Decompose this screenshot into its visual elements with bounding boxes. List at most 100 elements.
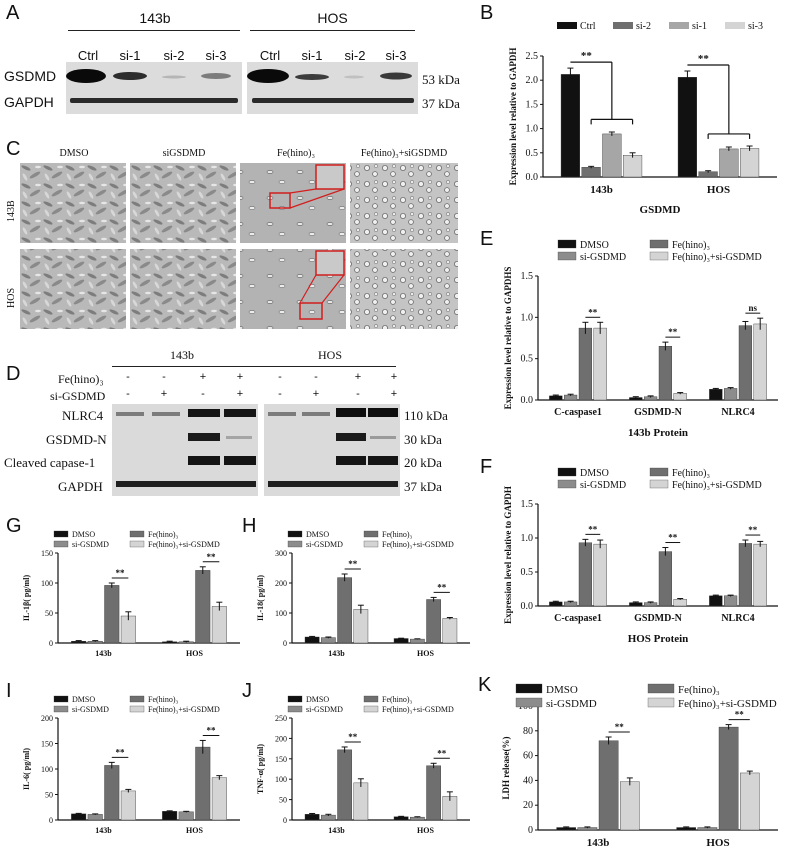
bar xyxy=(410,816,425,821)
bar xyxy=(195,746,211,821)
treatment-sign: - xyxy=(314,371,318,383)
legend: DMSO Fe(hino)₃ si-GSDMD Fe(hino)₃+si-GSDMD xyxy=(287,530,454,549)
treatment-sign: - xyxy=(126,371,130,383)
band xyxy=(116,412,144,416)
band xyxy=(368,408,398,417)
significance-label: ** xyxy=(437,582,447,592)
band xyxy=(188,409,220,417)
legend-label: DMSO xyxy=(72,530,95,539)
x-tick-label: NLRC4 xyxy=(721,613,754,624)
band xyxy=(295,74,329,80)
bar xyxy=(673,393,687,401)
y-tick-label: 0 xyxy=(283,816,287,825)
y-tick-label: 1.5 xyxy=(521,499,534,510)
bar xyxy=(677,77,697,178)
legend-label: si-2 xyxy=(636,21,651,32)
significance-label: ** xyxy=(668,327,678,337)
y-tick-label: 100 xyxy=(41,765,53,774)
blot-d-size-label: 37 kDa xyxy=(404,479,442,494)
bar xyxy=(162,811,178,821)
legend-label: Fe(hino)₃+si-GSDMD xyxy=(382,705,454,714)
blot-a-lane-label: si-3 xyxy=(385,48,407,63)
legend-swatch xyxy=(129,695,145,703)
x-tick-label: HOS xyxy=(186,649,203,658)
blot-a-lane-label: si-3 xyxy=(205,48,227,63)
band xyxy=(336,456,366,465)
legend-swatch xyxy=(649,467,669,477)
chart-j: 0 50 100 150 200 250 TNF-α( pg/ml) 143b ** HOS ** D… xyxy=(256,695,470,835)
x-tick-label: HOS xyxy=(706,837,729,849)
blot-a-group1-line xyxy=(68,30,240,31)
y-axis-label: TNF-α( pg/ml) xyxy=(256,744,265,794)
blot-a-row-label: GAPDH xyxy=(4,94,54,110)
treatment-sign: - xyxy=(278,371,282,383)
y-tick-label: 200 xyxy=(41,714,53,723)
legend-swatch xyxy=(515,697,543,708)
legend-swatch xyxy=(53,695,69,703)
x-axis-label: HOS Protein xyxy=(628,633,689,645)
band xyxy=(224,456,256,465)
chart-b: 0.0 0.5 1.0 1.5 2.0 2.5 Expression level relat… xyxy=(508,21,777,216)
bar xyxy=(753,543,767,607)
significance-label: ** xyxy=(615,722,625,732)
y-tick-label: 2.5 xyxy=(526,51,539,62)
significance-label: ** xyxy=(116,747,126,757)
legend-swatch xyxy=(53,540,69,548)
legend-swatch xyxy=(647,697,675,708)
legend-swatch xyxy=(287,530,303,538)
legend: DMSO Fe(hino)₃ si-GSDMD Fe(hino)₃+si-GSDMD xyxy=(53,695,220,714)
x-tick-label: GSDMD-N xyxy=(634,407,683,418)
y-tick-label: 1.5 xyxy=(526,99,539,110)
treatment-sign: + xyxy=(390,388,398,400)
y-axis-label: Expression level relative to GAPDHS xyxy=(503,267,513,410)
x-tick-label: 143b xyxy=(328,826,345,835)
legend-label: si-GSDMD xyxy=(72,540,109,549)
zoom-inset-143b xyxy=(269,164,345,209)
legend-swatch xyxy=(53,705,69,713)
legend-swatch xyxy=(287,695,303,703)
bar xyxy=(602,133,622,178)
legend-label: Fe(hino)₃+si-GSDMD xyxy=(672,480,762,491)
blot-d-size-label: 110 kDa xyxy=(404,408,448,423)
micro-col-label: DMSO xyxy=(59,148,89,159)
y-tick-label: 80 xyxy=(523,726,533,737)
chart-f: 0.0 0.5 1.0 1.5 Expression level relative to… xyxy=(503,467,778,645)
blot-d-treatment-label: Fe(hino)₃ xyxy=(58,372,104,386)
legend-swatch xyxy=(557,467,577,477)
panel-label-j: J xyxy=(242,680,252,702)
blot-d-row-label: GSDMD-N xyxy=(46,432,107,447)
y-tick-label: 20 xyxy=(523,800,533,811)
legend-swatch xyxy=(363,530,379,538)
band xyxy=(224,409,256,417)
legend-label: DMSO xyxy=(306,530,329,539)
legend-swatch xyxy=(363,705,379,713)
y-tick-label: 150 xyxy=(41,740,53,749)
significance-label: ** xyxy=(348,559,358,569)
y-tick-label: 250 xyxy=(275,714,287,723)
x-tick-label: HOS xyxy=(707,184,730,196)
blot-membrane xyxy=(264,404,400,496)
bar xyxy=(719,148,739,178)
panel-label-b: B xyxy=(480,2,494,24)
legend-swatch xyxy=(647,683,675,694)
chart-i: 0 50 100 150 200 IL-6( pg/ml) 143b ** HOS ** DMSO F… xyxy=(22,695,240,835)
legend-label: DMSO xyxy=(580,468,609,479)
micrograph-hos-fe-si xyxy=(350,249,458,329)
legend-label: si-GSDMD xyxy=(306,540,343,549)
bar xyxy=(738,325,753,401)
band-gapdh xyxy=(116,481,256,487)
blot-d-row-label: NLRC4 xyxy=(62,408,104,423)
y-tick-label: 50 xyxy=(279,796,287,805)
legend-label: Fe(hino)₃+si-GSDMD xyxy=(148,540,220,549)
bar xyxy=(738,543,753,607)
blot-a-size-label: 37 kDa xyxy=(422,96,460,111)
bar xyxy=(337,577,352,644)
x-tick-label: 143b xyxy=(95,649,112,658)
treatment-sign: + xyxy=(312,388,320,400)
y-tick-label: 0.5 xyxy=(521,567,534,578)
legend-swatch xyxy=(129,705,145,713)
y-tick-label: 150 xyxy=(41,549,53,558)
y-tick-label: 0 xyxy=(49,639,53,648)
legend-label: si-3 xyxy=(748,21,763,32)
legend-swatch xyxy=(613,22,633,29)
